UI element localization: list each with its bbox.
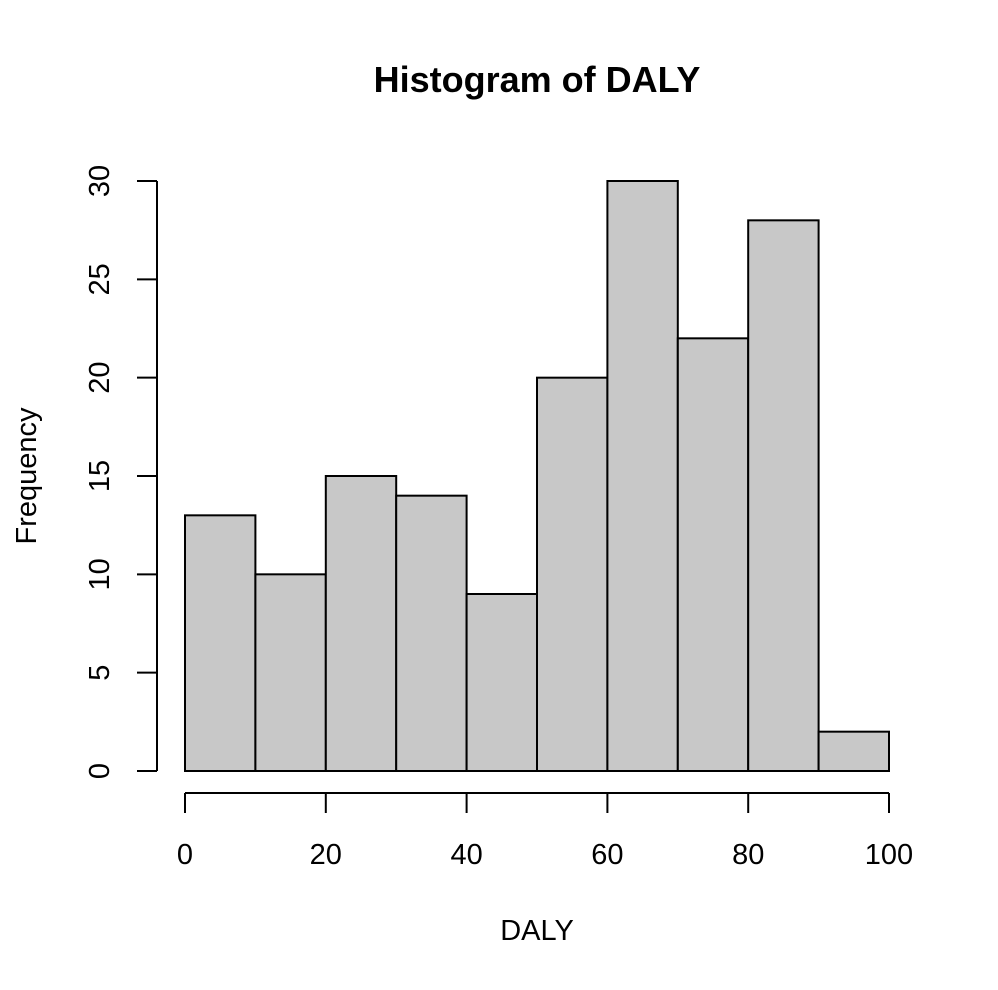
y-tick-label: 20	[84, 362, 116, 394]
histogram-bar	[465, 593, 539, 772]
x-tick-label: 60	[591, 839, 623, 871]
histogram-bar	[606, 180, 679, 772]
x-tick-label: 40	[450, 839, 482, 871]
y-tick-label: 10	[84, 558, 116, 590]
bars-group	[184, 180, 890, 773]
x-axis-label: DALY	[500, 915, 574, 947]
histogram-bar	[817, 730, 890, 773]
histogram-bar	[676, 337, 750, 772]
y-tick-label: 5	[84, 665, 116, 681]
x-tick-label: 0	[177, 839, 193, 871]
x-tick-label: 80	[732, 839, 764, 871]
histogram-bar	[395, 494, 468, 772]
histogram-bar	[184, 514, 257, 772]
y-tick-label: 30	[84, 165, 116, 197]
histogram-bar	[254, 573, 327, 772]
chart-title: Histogram of DALY	[374, 59, 701, 100]
histogram-bar	[324, 475, 398, 772]
y-axis: 0 5 10 15 20 25 30	[84, 165, 158, 779]
x-tick-label: 20	[310, 839, 342, 871]
y-tick-label: 15	[84, 460, 116, 492]
histogram-bar	[747, 219, 820, 773]
histogram-bar	[536, 376, 609, 772]
y-axis-label: Frequency	[11, 407, 43, 545]
y-tick-label: 0	[84, 763, 116, 779]
y-tick-label: 25	[84, 263, 116, 295]
x-tick-label: 100	[865, 839, 913, 871]
x-axis: 0 20 40 60 80 100	[177, 792, 913, 871]
